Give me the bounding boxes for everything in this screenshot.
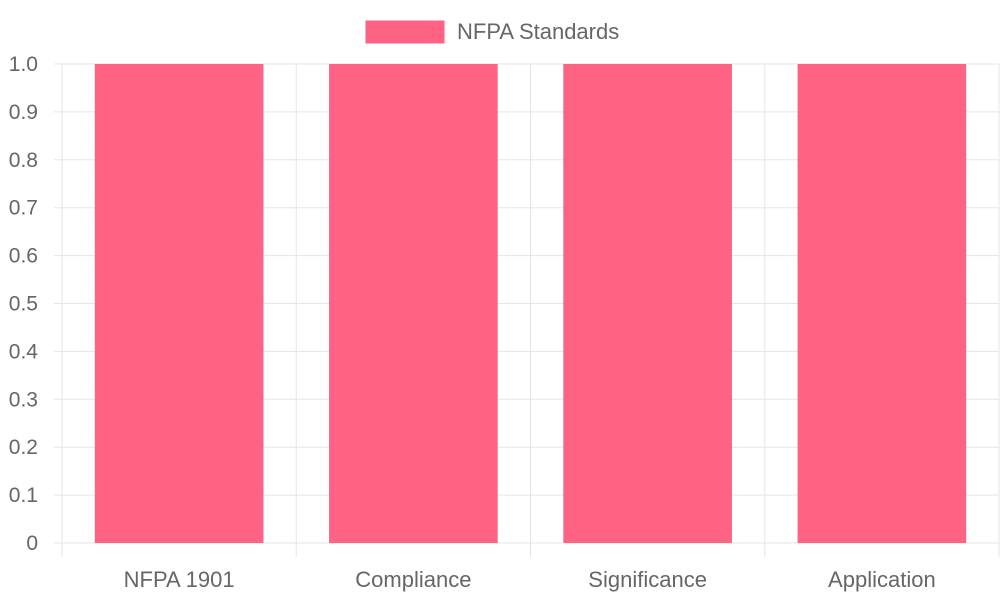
y-tick-label: 0.4	[9, 340, 39, 363]
x-tick-label: Significance	[588, 567, 707, 592]
y-tick-label: 0.3	[9, 388, 38, 411]
bar[interactable]	[94, 64, 264, 543]
x-tick-label: Application	[828, 567, 936, 592]
bar[interactable]	[563, 64, 732, 543]
bars	[94, 64, 967, 543]
y-axis: 0 0.1 0.2 0.3 0.4 0.5 0.6 0.7 0.8 0.9 1.0	[9, 53, 39, 555]
y-tick-label: 0.6	[9, 245, 38, 268]
y-tick-label: 0.7	[9, 197, 38, 220]
legend-swatch[interactable]	[365, 20, 445, 44]
y-tick-label: 0	[26, 532, 38, 555]
x-tick-label: Compliance	[355, 567, 471, 592]
y-tick-label: 0.1	[9, 484, 38, 507]
x-tick-label: NFPA 1901	[124, 567, 235, 592]
x-axis: NFPA 1901 Compliance Significance Applicati…	[124, 567, 936, 592]
legend[interactable]: NFPA Standards	[365, 19, 619, 44]
y-tick-label: 0.9	[9, 101, 38, 124]
legend-label[interactable]: NFPA Standards	[457, 19, 619, 44]
y-tick-label: 0.5	[9, 293, 38, 316]
bar[interactable]	[329, 64, 498, 543]
bar[interactable]	[797, 64, 967, 543]
y-tick-label: 0.2	[9, 436, 38, 459]
y-tick-label: 1.0	[9, 53, 38, 76]
y-tick-label: 0.8	[9, 149, 38, 172]
